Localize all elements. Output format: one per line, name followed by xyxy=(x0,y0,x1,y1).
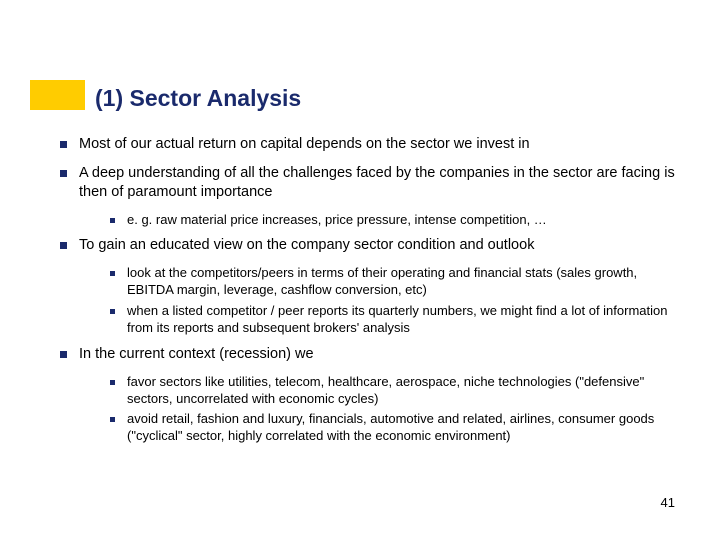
square-bullet-icon xyxy=(60,242,67,249)
bullet-group: In the current context (recession) we fa… xyxy=(60,345,680,445)
square-bullet-icon xyxy=(60,141,67,148)
list-item: A deep understanding of all the challeng… xyxy=(60,164,680,202)
square-bullet-icon xyxy=(60,170,67,177)
page-number: 41 xyxy=(661,495,675,510)
square-bullet-icon xyxy=(60,351,67,358)
list-subitem: when a listed competitor / peer reports … xyxy=(110,303,680,337)
list-subitem-text: e. g. raw material price increases, pric… xyxy=(127,212,547,229)
list-subitem: look at the competitors/peers in terms o… xyxy=(110,265,680,299)
list-item: To gain an educated view on the company … xyxy=(60,236,680,255)
square-bullet-icon xyxy=(110,417,115,422)
content-area: Most of our actual return on capital dep… xyxy=(60,135,680,453)
list-subitem-text: avoid retail, fashion and luxury, financ… xyxy=(127,411,680,445)
list-subitem-text: favor sectors like utilities, telecom, h… xyxy=(127,374,680,408)
bullet-group: Most of our actual return on capital dep… xyxy=(60,135,680,154)
accent-bar xyxy=(30,80,85,110)
slide-title: (1) Sector Analysis xyxy=(95,85,301,112)
list-subitem-text: when a listed competitor / peer reports … xyxy=(127,303,680,337)
list-subitem: avoid retail, fashion and luxury, financ… xyxy=(110,411,680,445)
list-subitem: e. g. raw material price increases, pric… xyxy=(110,212,680,229)
list-subitem-text: look at the competitors/peers in terms o… xyxy=(127,265,680,299)
list-item-text: In the current context (recession) we xyxy=(79,345,314,364)
list-item-text: To gain an educated view on the company … xyxy=(79,236,534,255)
list-item: Most of our actual return on capital dep… xyxy=(60,135,680,154)
list-item: In the current context (recession) we xyxy=(60,345,680,364)
square-bullet-icon xyxy=(110,218,115,223)
bullet-group: To gain an educated view on the company … xyxy=(60,236,680,336)
square-bullet-icon xyxy=(110,380,115,385)
list-item-text: A deep understanding of all the challeng… xyxy=(79,164,680,202)
square-bullet-icon xyxy=(110,271,115,276)
list-subitem: favor sectors like utilities, telecom, h… xyxy=(110,374,680,408)
list-item-text: Most of our actual return on capital dep… xyxy=(79,135,530,154)
square-bullet-icon xyxy=(110,309,115,314)
bullet-group: A deep understanding of all the challeng… xyxy=(60,164,680,229)
